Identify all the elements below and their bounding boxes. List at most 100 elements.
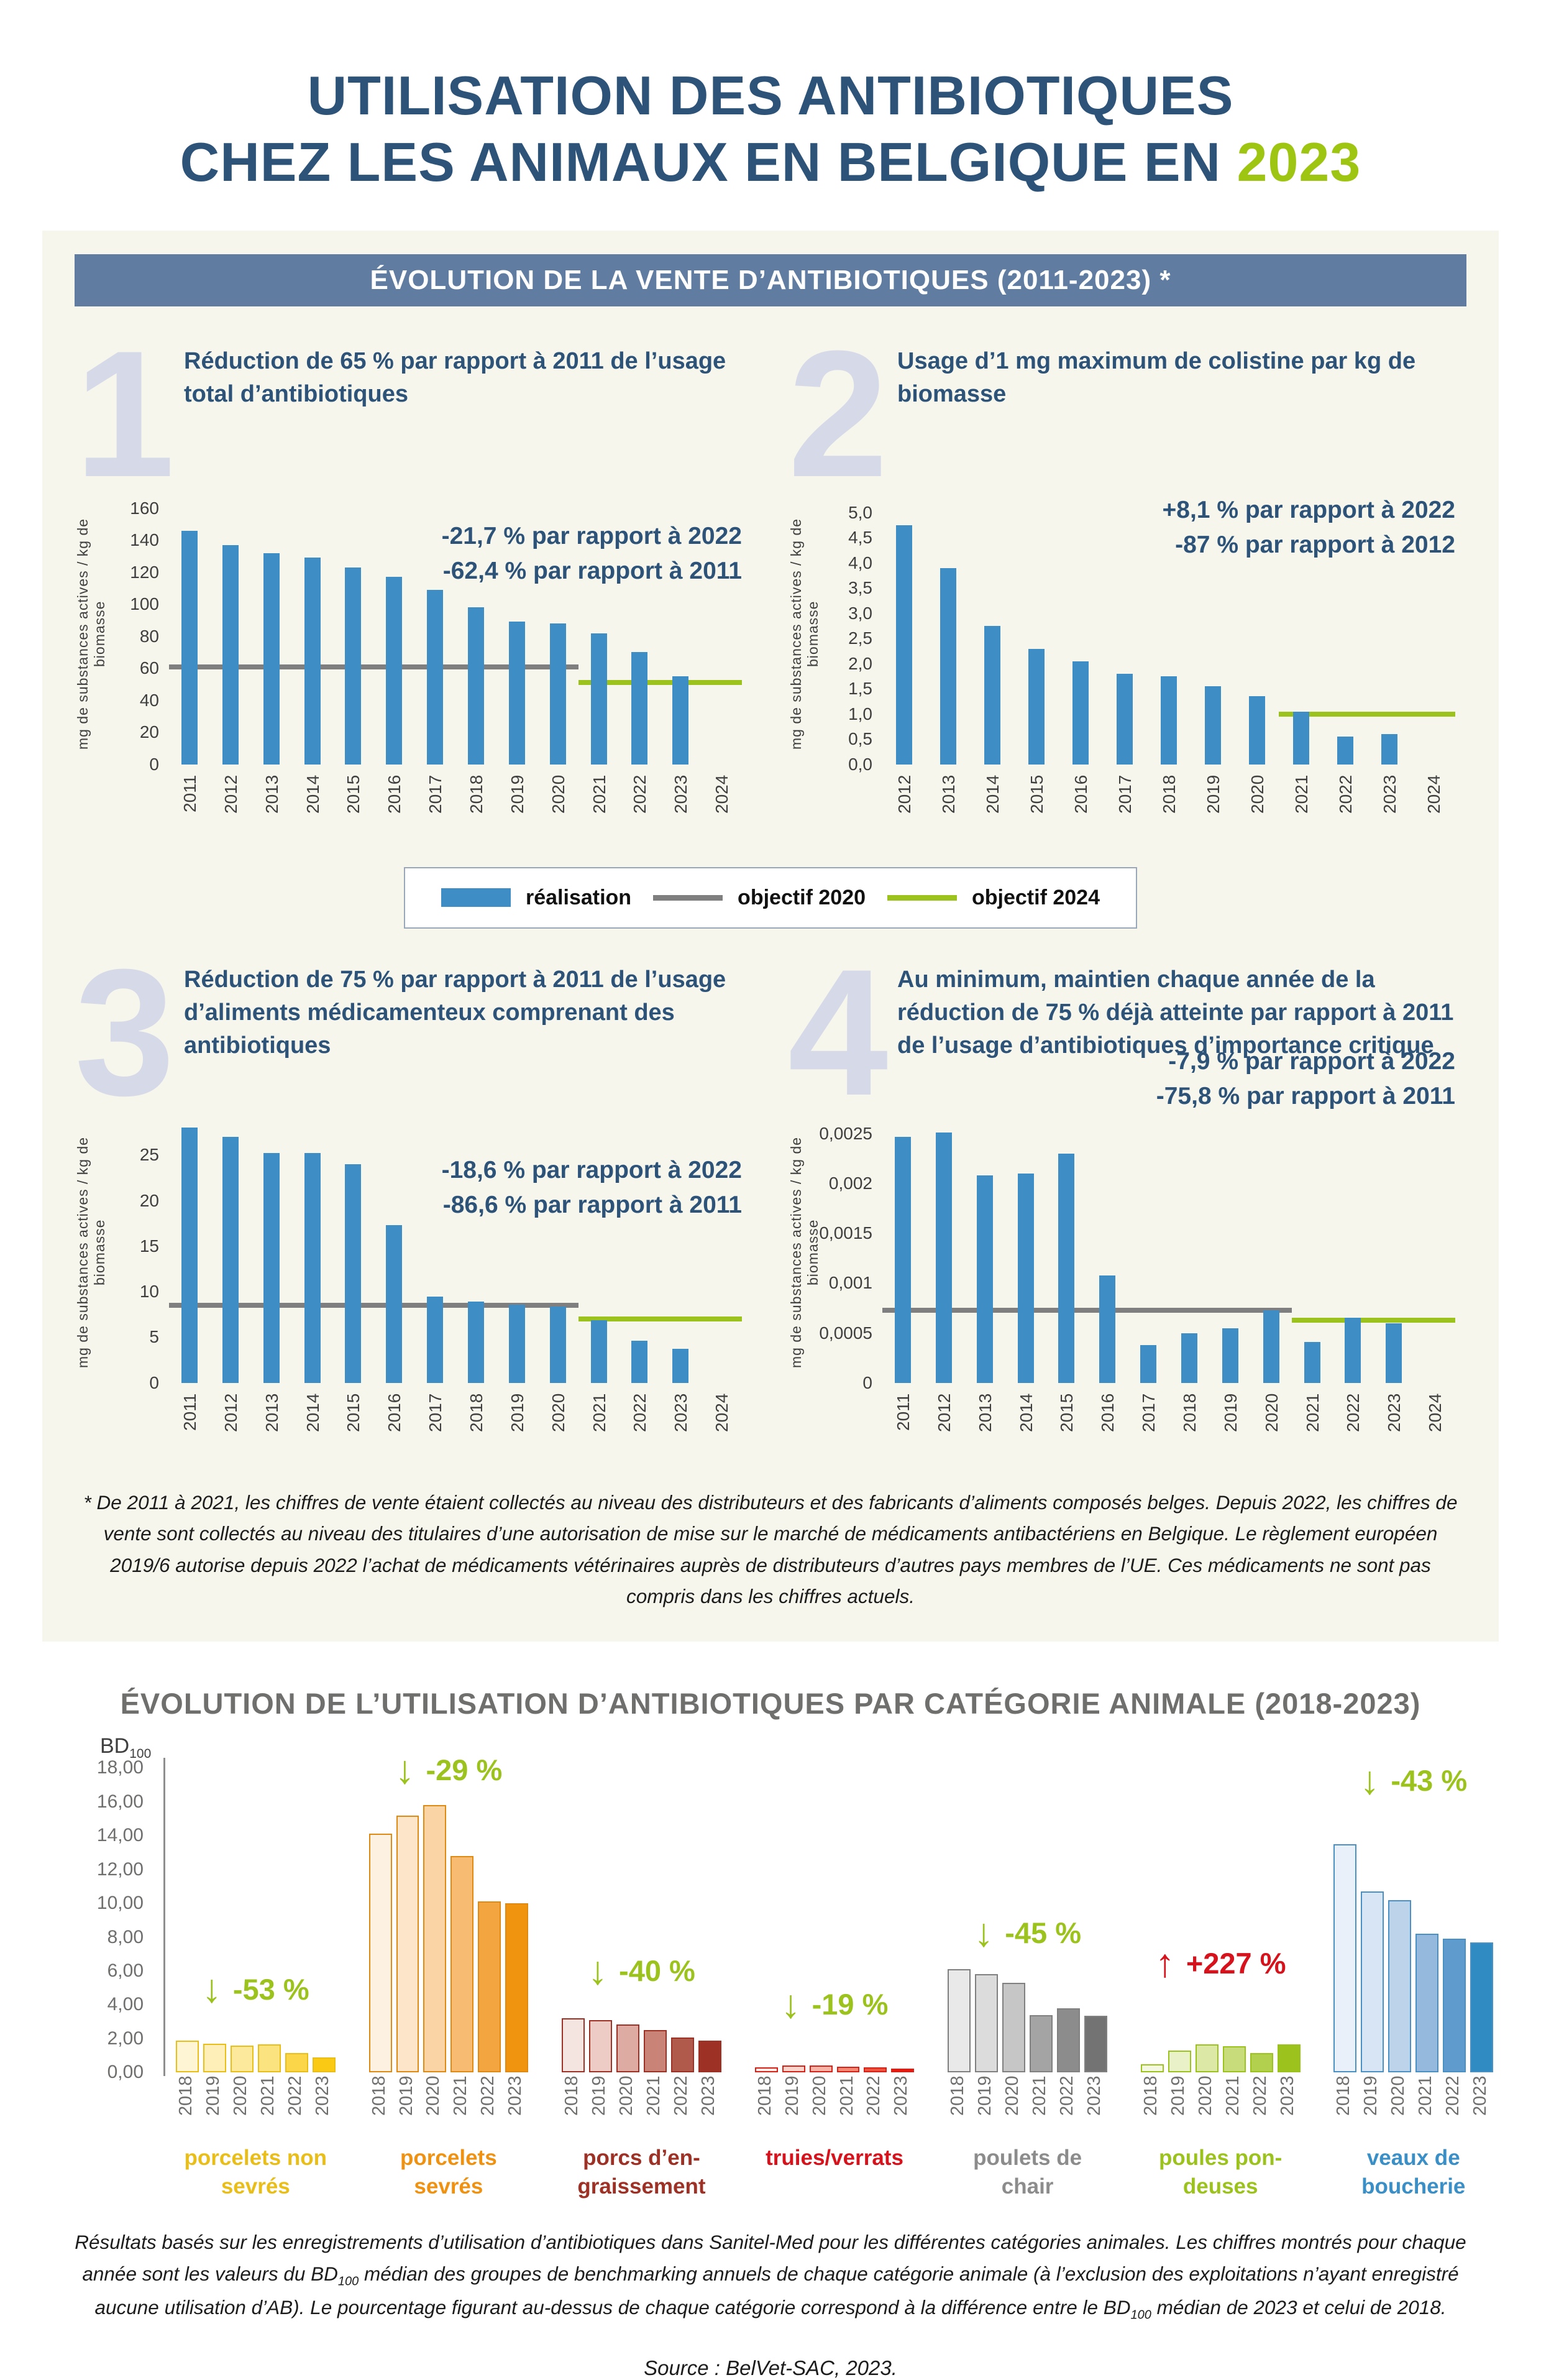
y-tick-label: 0,5 [848,729,872,749]
bar [896,525,913,765]
source-line: Source : BelVet-SAC, 2023. [644,2356,897,2379]
bar [782,2065,805,2073]
target-line-objectif-2020 [882,1307,1292,1313]
annotation-line: -75,8 % par rapport à 2011 [1156,1083,1455,1110]
y-tick-label: 5,0 [848,502,872,522]
x-tick-label: 2022 [1250,2075,1270,2116]
y-tick-label: 10 [139,1282,159,1302]
x-tick-label: 2017 [1115,774,1135,814]
bar [589,2019,613,2073]
y-tick-label: 12,00 [96,1859,144,1880]
category-group: ↓ -19 % 2018 2019 2020 2021 2022 2023 truies/ver… [754,1768,915,2203]
bar [643,2030,667,2073]
bar [1361,1891,1384,2073]
legend-label: objectif 2020 [738,885,866,909]
x-tick-label: 2015 [344,774,364,814]
arrow-up-icon: ↑ [1155,1940,1175,1985]
category-label: veaux de boucherie [1333,2144,1493,2201]
category-label-line: veaux de [1366,2146,1460,2171]
category-label: truies/verrats [755,2144,915,2172]
bar [263,553,280,765]
bar [590,1320,607,1383]
chart-title: Au minimum, maintien chaque année de la … [897,966,1454,1059]
annotation-line: -7,9 % par rapport à 2022 [1168,1047,1455,1075]
bar [1204,686,1221,765]
y-axis-ticks: 0 0,0005 0,001 0,0015 0,002 0,0025 [815,1119,879,1392]
page-title-year: 2023 [1237,131,1361,193]
bar [1058,1153,1075,1383]
bar [1168,2050,1191,2073]
annotation-line: -62,4 % par rapport à 2011 [442,558,742,585]
section2-title: ÉVOLUTION DE L’UTILISATION D’ANTIBIOTIQU… [120,1687,1421,1721]
y-tick-label: 1,5 [848,679,872,699]
plot-area: -18,6 % par rapport à 2022 -86,6 % par ra… [169,1119,742,1383]
arrow-down-icon: ↓ [1360,1757,1380,1803]
x-tick-label: 2018 [754,2075,775,2116]
chart-title: Réduction de 75 % par rapport à 2011 de … [184,966,726,1059]
bar [940,568,957,765]
bar [1140,1344,1157,1383]
category-label: porcs d’en-graissement [562,2144,721,2201]
bar [1084,2016,1107,2073]
bar [1195,2044,1219,2073]
x-tick-label: 2022 [478,2075,498,2116]
category-label-line: boucherie [1361,2174,1466,2199]
change-percent: -43 % [1391,1763,1468,1797]
chart-annotation: -21,7 % par rapport à 2022 -62,4 % par ra… [442,519,742,589]
x-tick-label: 2018 [1179,1393,1199,1433]
bar [1030,2015,1053,2073]
bar [1161,676,1177,765]
category-group: ↓ -45 % 2018 2019 2020 2021 2022 2023 poulets de… [948,1768,1107,2203]
change-annotation: ↓ -40 % [543,1950,740,1990]
y-tick-label: 20 [139,722,159,742]
bar [345,567,362,765]
y-tick-label: 25 [139,1145,159,1165]
x-tick-label: 2015 [344,1393,364,1433]
x-tick-label: 2022 [670,2075,691,2116]
bar [984,626,1001,765]
legend-item: objectif 2020 [653,886,866,910]
annotation-line: -87 % par rapport à 2012 [1175,531,1455,559]
x-tick-label: 2012 [221,774,240,814]
x-tick-label: 2016 [385,774,405,814]
x-tick-label: 2022 [1443,2075,1463,2116]
plot-area: -21,7 % par rapport à 2022 -62,4 % par ra… [169,500,742,765]
y-tick-label: 1,0 [848,704,872,724]
bar [181,530,198,765]
x-tick-label: 2024 [1425,1393,1445,1433]
x-tick-label: 2022 [864,2075,884,2116]
x-tick-label: 2024 [1424,774,1443,814]
bar [1250,2052,1273,2073]
bar [505,1903,529,2073]
legend-swatch-bar [441,888,511,907]
y-tick-label: 0 [862,1372,872,1392]
bar [1277,2044,1301,2073]
chart-annotation: -18,6 % par rapport à 2022 -86,6 % par ra… [442,1153,742,1223]
group-year-labels: 2018 2019 2020 2021 2022 2023 [369,2075,529,2136]
group-year-labels: 2018 2019 2020 2021 2022 2023 [755,2075,915,2136]
change-annotation: ↓ -45 % [929,1913,1126,1952]
x-tick-label: 2022 [1343,1393,1363,1433]
bar [864,2067,887,2073]
x-tick-label: 2019 [507,774,527,814]
x-tick-label: 2014 [303,774,322,814]
x-tick-label: 2018 [948,2075,968,2116]
x-tick-label: 2018 [466,774,486,814]
category-label-line: porcs d’en- [583,2146,700,2171]
x-tick-label: 2023 [891,2075,912,2116]
x-tick-label: 2020 [230,2075,250,2116]
y-tick-label: 60 [139,658,159,678]
chart-head: 3 Réduction de 75 % par rapport à 2011 de… [75,942,753,1123]
y-tick-label: 0,0025 [819,1123,872,1143]
bar [891,2068,915,2073]
chart-title: Réduction de 65 % par rapport à 2011 de … [184,347,726,407]
x-tick-label: 2014 [303,1393,322,1433]
annotation-line: -86,6 % par rapport à 2011 [442,1192,742,1219]
group-bars: ↑ +227 % [1140,1768,1301,2073]
change-annotation: ↓ -19 % [736,1984,933,2024]
y-tick-label: 3,5 [848,578,872,598]
legend-label: objectif 2024 [972,885,1100,909]
target-line-objectif-2024 [1279,711,1455,717]
y-tick-label: 14,00 [96,1825,144,1846]
x-tick-label: 2020 [548,774,568,814]
